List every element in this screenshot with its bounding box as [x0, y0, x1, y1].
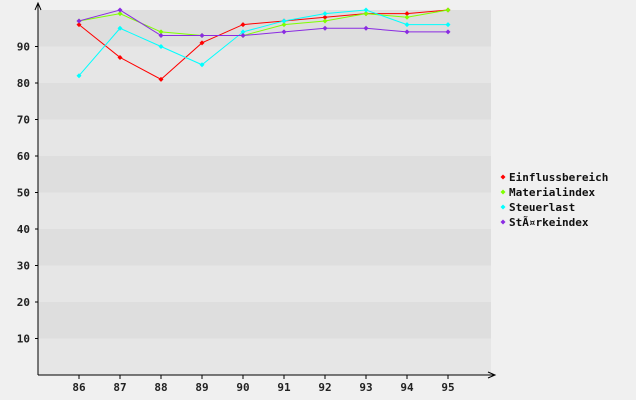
grid-band [38, 10, 491, 47]
series-line [78, 9, 448, 77]
data-point [117, 25, 123, 31]
data-point [322, 11, 328, 17]
legend-marker [500, 219, 506, 225]
data-point [76, 22, 82, 28]
data-point [158, 44, 164, 49]
data-point [322, 14, 328, 20]
data-point [445, 29, 451, 35]
data-point [445, 7, 451, 13]
data-point [158, 76, 164, 82]
series-line [78, 9, 448, 37]
x-tick-label: 87 [113, 381, 126, 394]
data-point [281, 18, 287, 24]
legend-label: Einflussbereich [509, 171, 608, 184]
data-point [445, 22, 451, 28]
y-tick-label: 80 [17, 77, 30, 90]
data-point [117, 7, 123, 13]
data-point [363, 7, 369, 13]
data-point [240, 33, 246, 39]
data-point [117, 54, 123, 60]
data-point [199, 40, 205, 46]
x-tick-label: 91 [277, 381, 291, 394]
legend-label: StÃ¤rkeindex [509, 216, 589, 229]
x-tick-label: 90 [236, 381, 249, 394]
data-point [322, 25, 328, 31]
data-point [117, 11, 123, 17]
x-tick-label: 88 [154, 381, 167, 394]
y-axis-ticks: 10 20 30 40 50 60 70 80 90 [17, 41, 38, 346]
y-tick-label: 10 [17, 333, 30, 346]
y-axis-arrow [34, 1, 42, 11]
x-axis-arrow [487, 371, 497, 379]
data-point [404, 29, 410, 35]
data-point [240, 29, 246, 35]
data-point [322, 18, 328, 24]
grid-band [38, 338, 491, 375]
y-tick-label: 40 [17, 223, 30, 236]
grid-band [38, 302, 491, 339]
axes [34, 1, 497, 379]
legend-label: Steuerlast [509, 201, 575, 214]
data-point [199, 33, 205, 39]
legend-marker [500, 204, 506, 210]
x-axis-ticks: 86 87 88 89 90 91 92 93 94 95 [72, 375, 455, 394]
data-point [158, 33, 164, 39]
x-tick-label: 92 [318, 381, 331, 394]
series-line [78, 9, 449, 80]
data-point [76, 73, 82, 79]
x-tick-label: 94 [400, 381, 414, 394]
grid-band [38, 265, 491, 302]
x-tick-label: 95 [441, 381, 454, 394]
series-2 [76, 7, 451, 79]
y-tick-label: 90 [17, 41, 30, 54]
x-tick-label: 89 [195, 381, 208, 394]
data-point [363, 25, 369, 31]
y-tick-label: 20 [17, 296, 30, 309]
data-point [363, 11, 369, 17]
grid-band [38, 83, 491, 120]
grid-bands [38, 10, 491, 375]
data-point [404, 22, 410, 28]
legend-marker [500, 189, 506, 195]
grid-band [38, 46, 491, 83]
y-tick-label: 70 [17, 114, 30, 127]
grid-band [38, 229, 491, 266]
data-point [404, 14, 410, 20]
data-point [281, 29, 287, 35]
y-tick-label: 50 [17, 187, 30, 200]
grid-band [38, 192, 491, 229]
legend-label: Materialindex [509, 186, 595, 199]
y-tick-label: 60 [17, 150, 30, 163]
series-lines [76, 7, 451, 82]
data-point [240, 22, 246, 28]
grid-band [38, 156, 491, 193]
grid-band [38, 119, 491, 156]
y-tick-label: 30 [17, 260, 30, 273]
data-point [199, 62, 205, 68]
x-tick-label: 93 [359, 381, 372, 394]
data-point [76, 18, 82, 24]
x-tick-label: 86 [72, 381, 86, 394]
data-point [404, 11, 410, 17]
legend: Einflussbereich Materialindex Steuerlast St… [500, 171, 608, 229]
legend-marker [500, 174, 506, 180]
data-point [281, 22, 287, 28]
data-point [158, 29, 164, 35]
series-3 [76, 7, 451, 39]
